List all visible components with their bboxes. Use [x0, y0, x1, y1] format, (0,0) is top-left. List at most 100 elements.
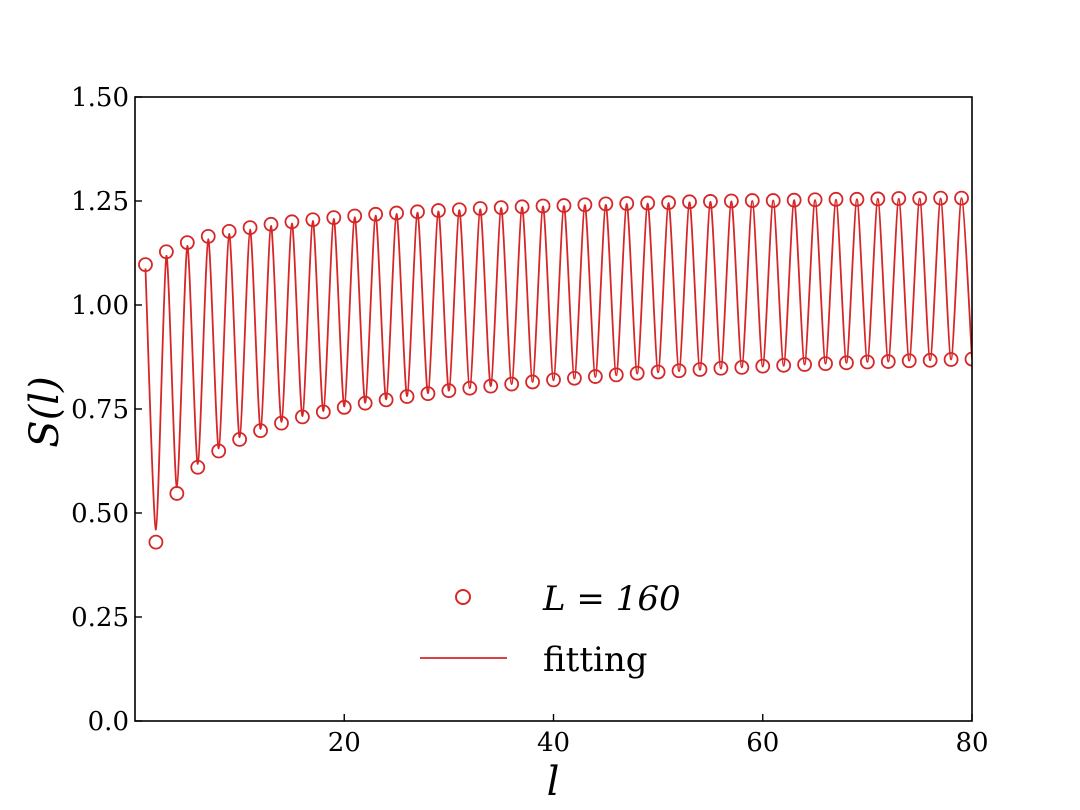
data-point [776, 357, 792, 373]
data-point [221, 223, 237, 239]
y-tick-label: 1.25 [71, 187, 129, 217]
data-point [336, 399, 352, 415]
data-point [169, 486, 185, 501]
data-point [315, 404, 331, 420]
data-point [943, 352, 959, 367]
data-point [347, 208, 363, 224]
data-point [744, 193, 760, 208]
data-point [880, 354, 896, 369]
data-point [755, 358, 771, 374]
data-point [828, 191, 844, 207]
data-point [587, 369, 603, 384]
data-point [483, 378, 499, 394]
data-point [786, 192, 802, 208]
data-point [263, 216, 279, 232]
data-point [284, 214, 300, 230]
data-point [964, 351, 972, 367]
data-point [933, 190, 949, 206]
data-point [305, 212, 321, 228]
data-point [357, 395, 373, 411]
data-point [493, 200, 509, 216]
data-point [525, 374, 540, 390]
x-tick-label: 40 [537, 728, 570, 758]
data-point [912, 191, 928, 206]
points-layer [138, 190, 972, 550]
data-point [253, 423, 268, 439]
x-axis-title: l [547, 759, 560, 805]
data-point [818, 356, 833, 372]
data-point [870, 191, 886, 207]
data-point [682, 194, 697, 210]
y-tick-label: 0.0 [88, 707, 129, 737]
data-point [389, 205, 404, 221]
data-point [138, 257, 153, 273]
data-point [441, 383, 457, 399]
y-tick-label: 0.25 [71, 603, 129, 633]
data-point [567, 370, 582, 386]
data-point [650, 364, 666, 380]
data-point [200, 228, 216, 244]
data-point [619, 196, 635, 211]
data-point [556, 198, 572, 213]
data-point [274, 415, 289, 431]
data-point [420, 386, 436, 402]
data-point [399, 389, 415, 404]
x-tick-label: 80 [955, 728, 988, 758]
data-point [713, 360, 729, 376]
legend-marker-circle [455, 589, 471, 605]
data-point [849, 191, 865, 207]
data-point [190, 459, 206, 475]
data-point [179, 235, 195, 251]
data-point [158, 244, 174, 260]
data-point [472, 201, 488, 216]
data-point [765, 193, 781, 208]
x-axis: 20 40 60 80 [328, 714, 989, 758]
data-point [431, 203, 446, 218]
legend-label-fit: fitting [543, 640, 648, 680]
plot-frame [134, 96, 973, 722]
data-point [901, 353, 917, 369]
data-point [723, 193, 739, 209]
data-point [232, 431, 248, 447]
data-point [148, 534, 164, 550]
data-point [797, 357, 812, 372]
data-point [462, 380, 478, 396]
data-point [608, 367, 624, 383]
data-point [368, 206, 384, 222]
data-point [598, 196, 614, 212]
data-point [294, 409, 310, 425]
data-point [839, 355, 854, 371]
x-tick-label: 60 [746, 728, 779, 758]
data-point [378, 392, 394, 408]
y-axis-title: S(l) [22, 376, 68, 447]
y-tick-label: 0.75 [71, 395, 129, 425]
data-point [451, 202, 467, 218]
y-tick-label: 1.00 [71, 291, 129, 321]
data-point [410, 204, 425, 220]
data-point [954, 190, 969, 206]
data-point [807, 192, 823, 208]
data-point [546, 372, 561, 388]
x-tick-label: 20 [328, 728, 361, 758]
data-point [671, 363, 687, 379]
data-point [859, 354, 875, 370]
data-point [703, 194, 718, 209]
data-point [326, 210, 342, 226]
data-point [504, 376, 520, 392]
legend-label-data: L = 160 [542, 579, 681, 619]
y-axis: 0.0 0.25 0.50 0.75 1.00 1.25 1.50 [71, 83, 142, 737]
data-point [640, 195, 656, 211]
legend: L = 160 fitting [420, 579, 681, 680]
data-point [692, 362, 708, 377]
data-point [535, 198, 551, 214]
data-point [629, 365, 645, 381]
data-point [734, 359, 750, 375]
data-point [891, 191, 907, 206]
data-point [577, 197, 593, 213]
data-point [661, 195, 676, 211]
data-point [242, 220, 258, 236]
fit-layer [144, 197, 972, 531]
series-line-fitting [144, 197, 972, 531]
data-point [514, 199, 530, 215]
